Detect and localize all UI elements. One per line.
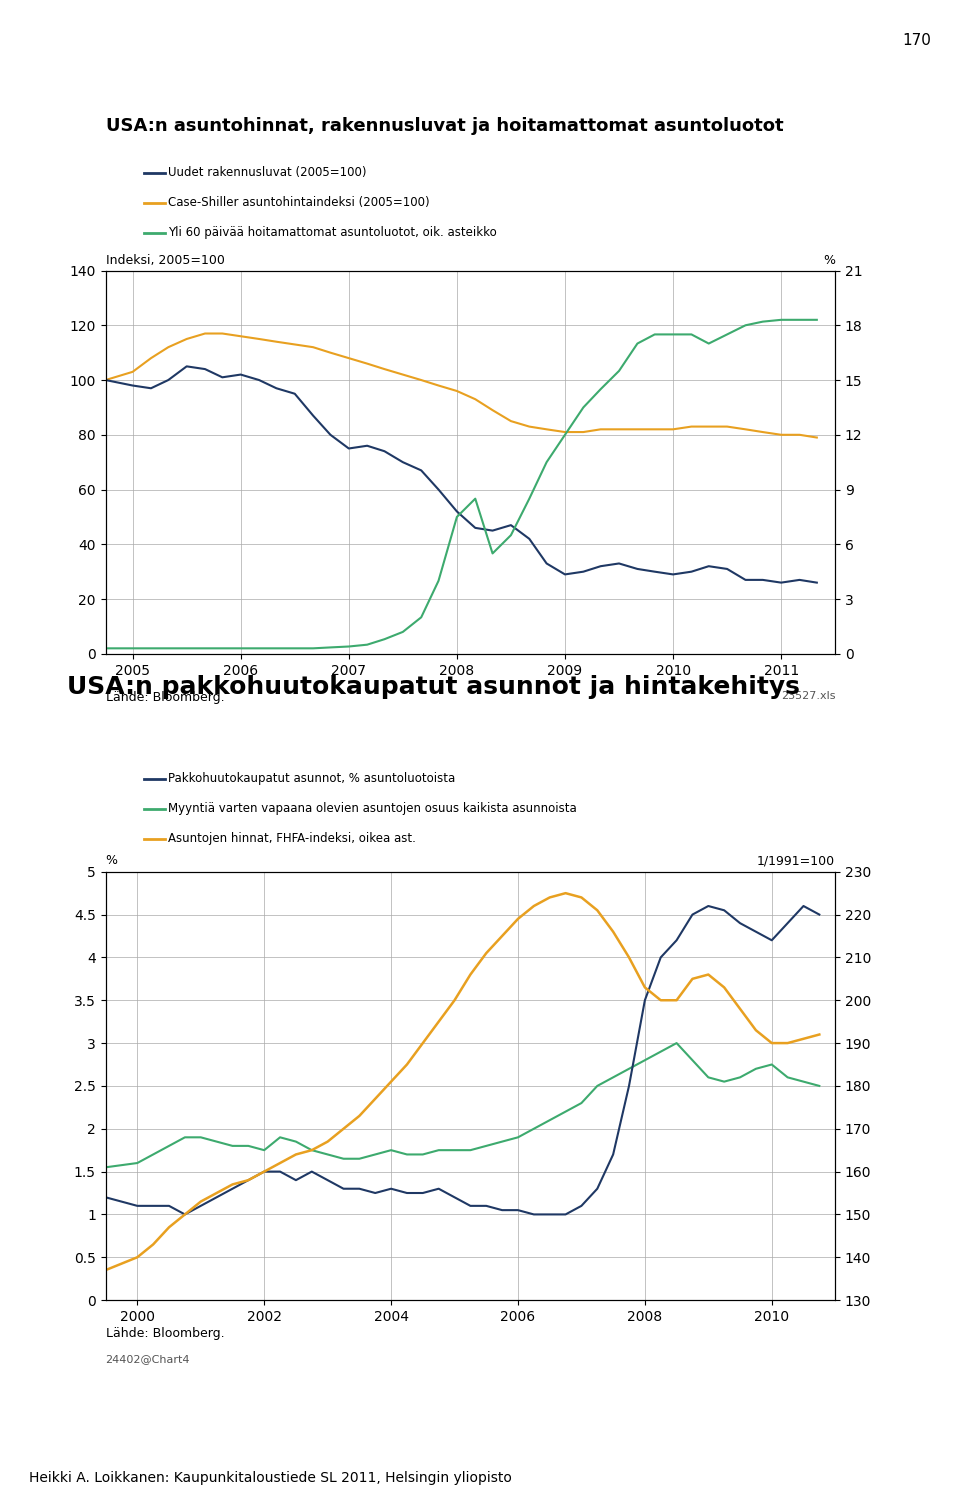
- Text: Heikki A. Loikkanen: Kaupunkitaloustiede SL 2011, Helsingin yliopisto: Heikki A. Loikkanen: Kaupunkitaloustiede…: [29, 1471, 512, 1485]
- Text: %: %: [106, 855, 117, 867]
- Text: Case-Shiller asuntohintaindeksi (2005=100): Case-Shiller asuntohintaindeksi (2005=10…: [168, 197, 430, 209]
- Text: 1/1991=100: 1/1991=100: [757, 855, 835, 867]
- Text: Myyntiä varten vapaana olevien asuntojen osuus kaikista asunnoista: Myyntiä varten vapaana olevien asuntojen…: [168, 803, 577, 815]
- Text: Indeksi, 2005=100: Indeksi, 2005=100: [106, 254, 225, 266]
- Text: Uudet rakennusluvat (2005=100): Uudet rakennusluvat (2005=100): [168, 167, 367, 179]
- Text: USA:n pakkohuutokaupatut asunnot ja hintakehitys: USA:n pakkohuutokaupatut asunnot ja hint…: [67, 675, 800, 699]
- Text: Asuntojen hinnat, FHFA-indeksi, oikea ast.: Asuntojen hinnat, FHFA-indeksi, oikea as…: [168, 833, 416, 845]
- Text: 24402@Chart4: 24402@Chart4: [106, 1354, 190, 1365]
- Text: Lähde: Bloomberg.: Lähde: Bloomberg.: [106, 1327, 225, 1341]
- Text: USA:n asuntohinnat, rakennusluvat ja hoitamattomat asuntoluotot: USA:n asuntohinnat, rakennusluvat ja hoi…: [106, 117, 783, 135]
- Text: Yli 60 päivää hoitamattomat asuntoluotot, oik. asteikko: Yli 60 päivää hoitamattomat asuntoluotot…: [168, 227, 496, 239]
- Text: 170: 170: [902, 33, 931, 48]
- Text: Pakkohuutokaupatut asunnot, % asuntoluotoista: Pakkohuutokaupatut asunnot, % asuntoluot…: [168, 773, 455, 785]
- Text: 23527.xls: 23527.xls: [780, 691, 835, 702]
- Text: Lähde: Bloomberg.: Lähde: Bloomberg.: [106, 691, 225, 705]
- Text: %: %: [824, 254, 835, 266]
